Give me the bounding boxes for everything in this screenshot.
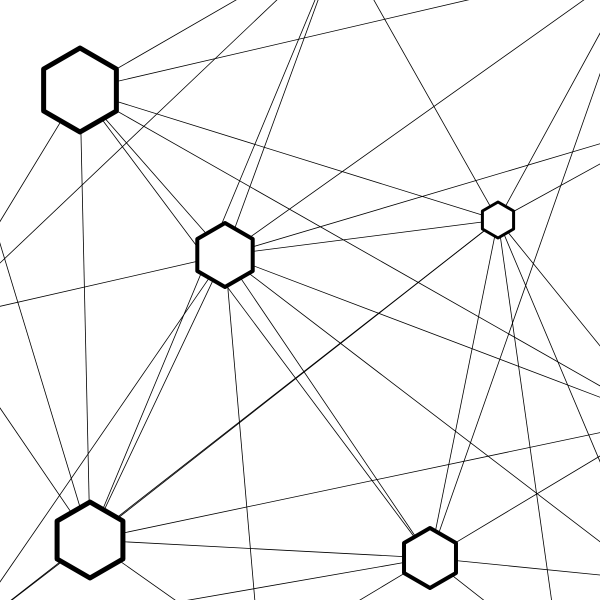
- edge: [112, 0, 340, 72]
- hexagon-node: [57, 502, 123, 578]
- edge: [453, 420, 600, 544]
- edge: [104, 118, 206, 234]
- edge: [439, 0, 600, 533]
- edge: [0, 0, 340, 320]
- edge: [456, 561, 600, 580]
- edge: [435, 236, 495, 533]
- edge: [0, 320, 71, 512]
- edge: [104, 280, 213, 509]
- hexagon-node: [44, 48, 117, 132]
- edge: [0, 261, 198, 320]
- edge: [506, 0, 600, 206]
- edge: [251, 265, 600, 420]
- edge: [235, 0, 340, 229]
- edge: [451, 574, 560, 600]
- edge: [248, 0, 600, 239]
- edge: [340, 0, 490, 206]
- network-diagram: [0, 0, 600, 600]
- edge: [116, 0, 600, 82]
- edge: [102, 120, 414, 537]
- edge: [81, 127, 89, 507]
- edge: [117, 559, 260, 600]
- edge: [115, 101, 483, 215]
- edge: [0, 563, 404, 600]
- hexagon-node: [197, 223, 252, 287]
- edge: [500, 236, 560, 600]
- hexagon-node: [404, 528, 456, 588]
- edge: [260, 572, 407, 600]
- edge: [227, 283, 260, 600]
- edge: [123, 542, 403, 557]
- edge: [252, 120, 600, 247]
- hexagon-node: [482, 202, 513, 238]
- edge: [0, 122, 61, 320]
